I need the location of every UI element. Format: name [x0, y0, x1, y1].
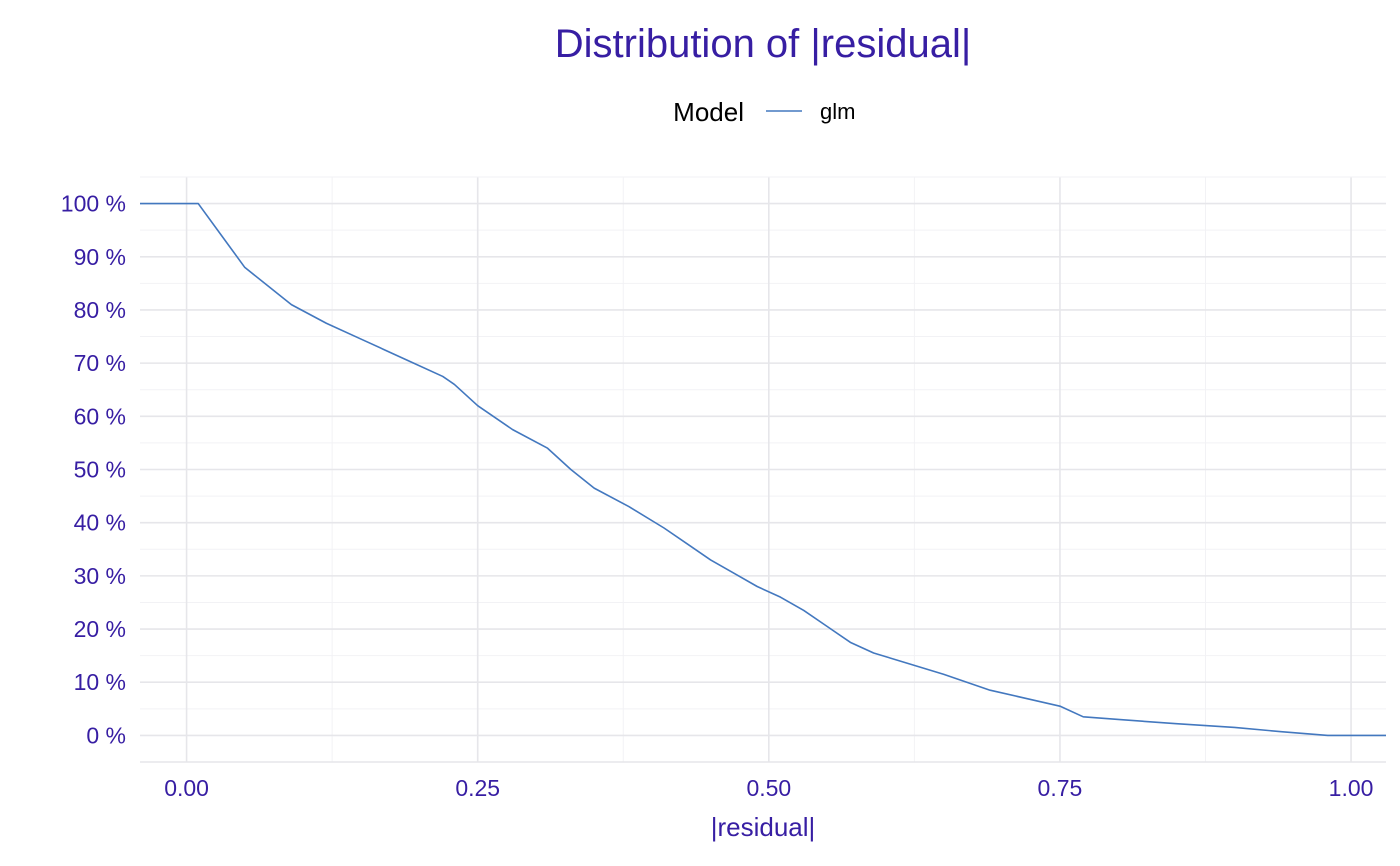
y-tick-label: 50 % — [74, 457, 126, 483]
legend-title: Model — [673, 97, 744, 127]
y-tick-label: 60 % — [74, 403, 126, 429]
y-tick-label: 30 % — [74, 563, 126, 589]
series-line-glm — [140, 202, 1386, 737]
x-tick-label: 0.25 — [455, 775, 500, 801]
y-tick-label: 70 % — [74, 350, 126, 376]
legend-label-glm: glm — [820, 99, 855, 124]
grid — [140, 176, 1386, 763]
y-tick-label: 40 % — [74, 510, 126, 536]
y-tick-label: 20 % — [74, 616, 126, 642]
x-axis: 0.00 0.25 0.50 0.75 1.00 — [164, 775, 1373, 801]
y-tick-label: 80 % — [74, 297, 126, 323]
y-tick-label: 10 % — [74, 669, 126, 695]
chart-title: Distribution of |residual| — [555, 22, 972, 66]
x-tick-label: 0.00 — [164, 775, 209, 801]
series-layer — [140, 202, 1386, 737]
y-tick-label: 100 % — [61, 191, 126, 217]
x-tick-label: 0.75 — [1038, 775, 1083, 801]
y-axis: 0 % 10 % 20 % 30 % 40 % 50 % 60 % 70 % 80 % 90 % 1… — [61, 191, 126, 749]
y-tick-label: 0 % — [86, 722, 126, 748]
y-tick-label: 90 % — [74, 244, 126, 270]
legend: Model glm — [673, 97, 855, 127]
x-axis-title: |residual| — [711, 812, 816, 842]
x-tick-label: 0.50 — [746, 775, 791, 801]
x-tick-label: 1.00 — [1329, 775, 1374, 801]
